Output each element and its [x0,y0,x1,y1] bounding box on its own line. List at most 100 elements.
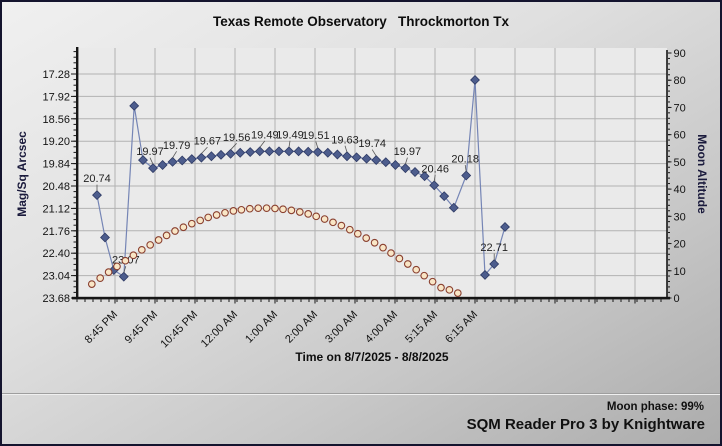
left-axis-title: Mag/Sq Arcsec [15,131,29,217]
sqm-data-point [118,271,129,282]
moon-data-point [437,283,445,292]
sqm-data-point [186,154,197,164]
sqm-data-point [138,155,148,166]
sqm-data-point [206,151,217,162]
moon-data-point [370,238,379,247]
sqm-data-point [448,202,459,213]
sqm-data-point [216,149,226,160]
moon-data-point [395,254,404,263]
moon-data-point [196,216,205,225]
sqm-data-point [429,180,440,191]
moon-data-point [137,245,146,254]
moon-data-point [113,262,121,271]
moon-data-point [262,204,271,213]
sqm-value-annotation: 19.79 [163,140,191,152]
sqm-value-annotation: 20.18 [451,154,479,166]
sqm-data-point [390,160,401,170]
sqm-data-point [303,146,314,157]
sqm-data-point [480,269,490,280]
moon-data-point [87,280,96,288]
sqm-data-point [410,167,420,177]
chart-title: Texas Remote Observatory Throckmorton Tx [212,14,510,29]
y-right-tick-label: 60 [674,130,686,142]
moon-data-point [387,249,395,257]
y-right-tick-label: 20 [674,239,686,251]
moon-data-point [104,268,113,276]
sqm-value-annotation: 20.74 [83,173,111,185]
x-axis-title: Time on 8/7/2025 - 8/8/2025 [295,350,449,364]
sqm-data-point [322,147,333,158]
moon-data-point [162,231,171,240]
sqm-data-point [92,190,102,201]
y-left-tick-label: 19.20 [42,136,70,148]
moon-data-point [453,289,462,297]
sqm-data-point [312,147,323,157]
moon-data-point [212,211,221,219]
sqm-data-point [274,146,284,157]
x-tick-label: 9:45 PM [123,309,160,346]
sqm-data-point [332,149,343,160]
moon-data-point [312,212,321,221]
moon-data-point [96,274,105,282]
moon-data-point [329,218,337,227]
sqm-value-annotation: 19.74 [358,138,386,150]
sqm-data-point [284,146,294,157]
y-left-tick-label: 17.92 [42,91,70,103]
y-right-tick-label: 90 [674,48,686,60]
moon-data-point [345,225,354,234]
footer-separator [2,393,720,395]
sqm-data-point [196,152,207,163]
moon-data-point [295,208,304,216]
sqm-data-point [167,156,178,167]
x-tick-label: 2:00 AM [283,309,320,346]
right-axis-title: Moon Altitude [695,134,709,214]
sqm-data-point [371,155,382,166]
y-left-tick-label: 18.56 [42,114,70,126]
sqm-value-annotation: 19.67 [194,136,222,148]
sqm-data-point [245,147,256,157]
sqm-value-annotation: 22.71 [480,242,508,254]
x-tick-label: 12:00 AM [199,309,240,350]
moon-data-point [287,206,296,215]
y-left-tick-label: 23.68 [42,293,70,305]
sqm-data-point [148,163,158,174]
x-tick-label: 10:45 PM [158,309,200,351]
sqm-data-point [400,163,411,174]
sqm-data-point [470,75,480,85]
y-left-tick-label: 19.84 [42,159,70,171]
moon-data-point [245,204,254,213]
plot-area [77,48,667,298]
sqm-value-annotation: 19.51 [302,130,330,142]
sqm-data-point [157,160,168,170]
y-right-tick-label: 10 [674,266,686,278]
y-left-tick-label: 22.40 [42,248,70,260]
y-right-tick-label: 80 [674,75,686,87]
moon-data-point [412,265,421,274]
y-right-tick-label: 70 [674,102,686,114]
sqm-value-annotation: 20.46 [421,163,449,175]
y-left-tick-label: 17.28 [42,69,70,81]
moon-data-point [445,285,454,294]
sqm-data-point [264,146,275,157]
sqm-value-annotation: 19.97 [136,146,164,158]
moon-data-point [279,205,287,214]
x-tick-label: 5:15 AM [403,309,440,346]
moon-data-point [237,205,246,214]
sqm-data-point [489,259,500,269]
y-left-tick-label: 23.04 [42,271,70,283]
axes [72,47,670,300]
moon-data-point [420,271,429,280]
sqm-value-annotation: 19.63 [331,134,359,146]
sqm-data-point [177,155,188,166]
sqm-value-annotation: 19.49 [251,129,279,141]
sqm-data-point [342,151,352,162]
moon-data-point [353,229,362,238]
sqm-data-point [380,157,391,168]
moon-data-point [337,221,346,230]
x-tick-label: 1:00 AM [243,309,280,346]
y-right-tick-label: 0 [674,293,680,305]
moon-data-point [129,251,138,260]
sqm-data-point [351,152,362,163]
sqm-data-point [461,170,472,181]
